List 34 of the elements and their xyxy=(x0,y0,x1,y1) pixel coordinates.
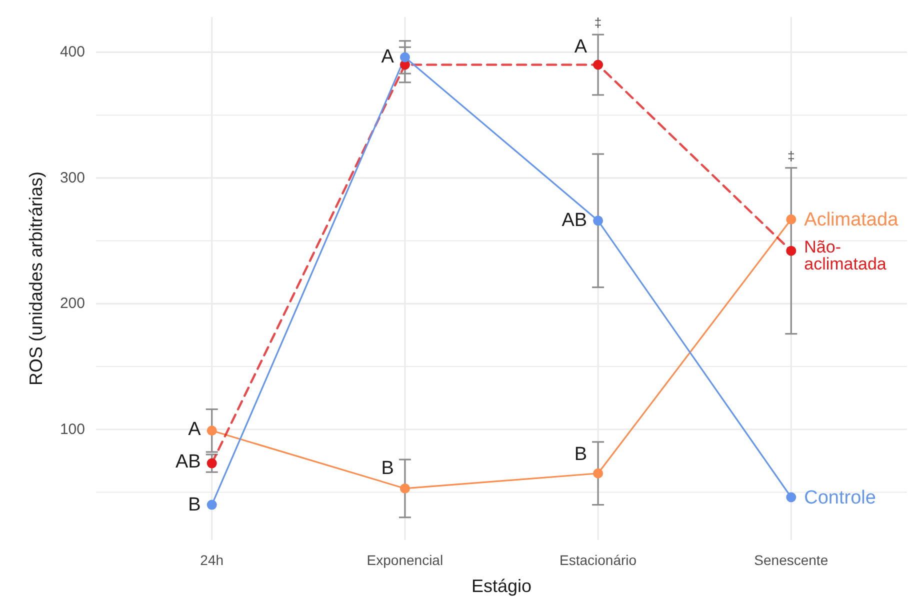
point xyxy=(786,214,796,224)
point xyxy=(593,468,604,478)
annotation: B xyxy=(381,458,394,479)
series-label: Aclimatada xyxy=(804,208,899,230)
x-tick-label: Senescente xyxy=(754,552,828,568)
y-axis-title: ROS (unidades arbitrárias) xyxy=(26,171,46,386)
point xyxy=(400,52,410,62)
point xyxy=(206,500,217,510)
point xyxy=(593,216,604,226)
point xyxy=(593,60,604,70)
series-label: Não-aclimatada xyxy=(804,236,887,273)
y-tick-label: 100 xyxy=(60,420,85,438)
y-tick-label: 300 xyxy=(60,169,85,186)
annotation: AB xyxy=(562,210,588,232)
point xyxy=(786,246,796,256)
x-tick-label: Estacionário xyxy=(560,552,637,568)
annotation: A xyxy=(188,418,202,440)
annotation: AB xyxy=(176,452,201,473)
series-label: Controle xyxy=(804,486,876,508)
x-tick-label: Exponencial xyxy=(366,552,444,568)
x-axis-title: Estágio xyxy=(471,576,532,596)
y-tick-label: 200 xyxy=(60,295,85,312)
annotation: A xyxy=(381,46,394,68)
y-tick-label: 400 xyxy=(60,44,85,61)
x-tick-label: 24h xyxy=(200,552,224,568)
point xyxy=(206,458,217,468)
point xyxy=(400,483,410,494)
point xyxy=(206,426,217,436)
point xyxy=(786,492,796,502)
annotation: A xyxy=(574,36,588,58)
annotation: ‡ xyxy=(788,148,795,164)
annotation: ‡ xyxy=(594,15,602,30)
annotation: B xyxy=(188,494,201,516)
annotation: B xyxy=(574,444,588,466)
